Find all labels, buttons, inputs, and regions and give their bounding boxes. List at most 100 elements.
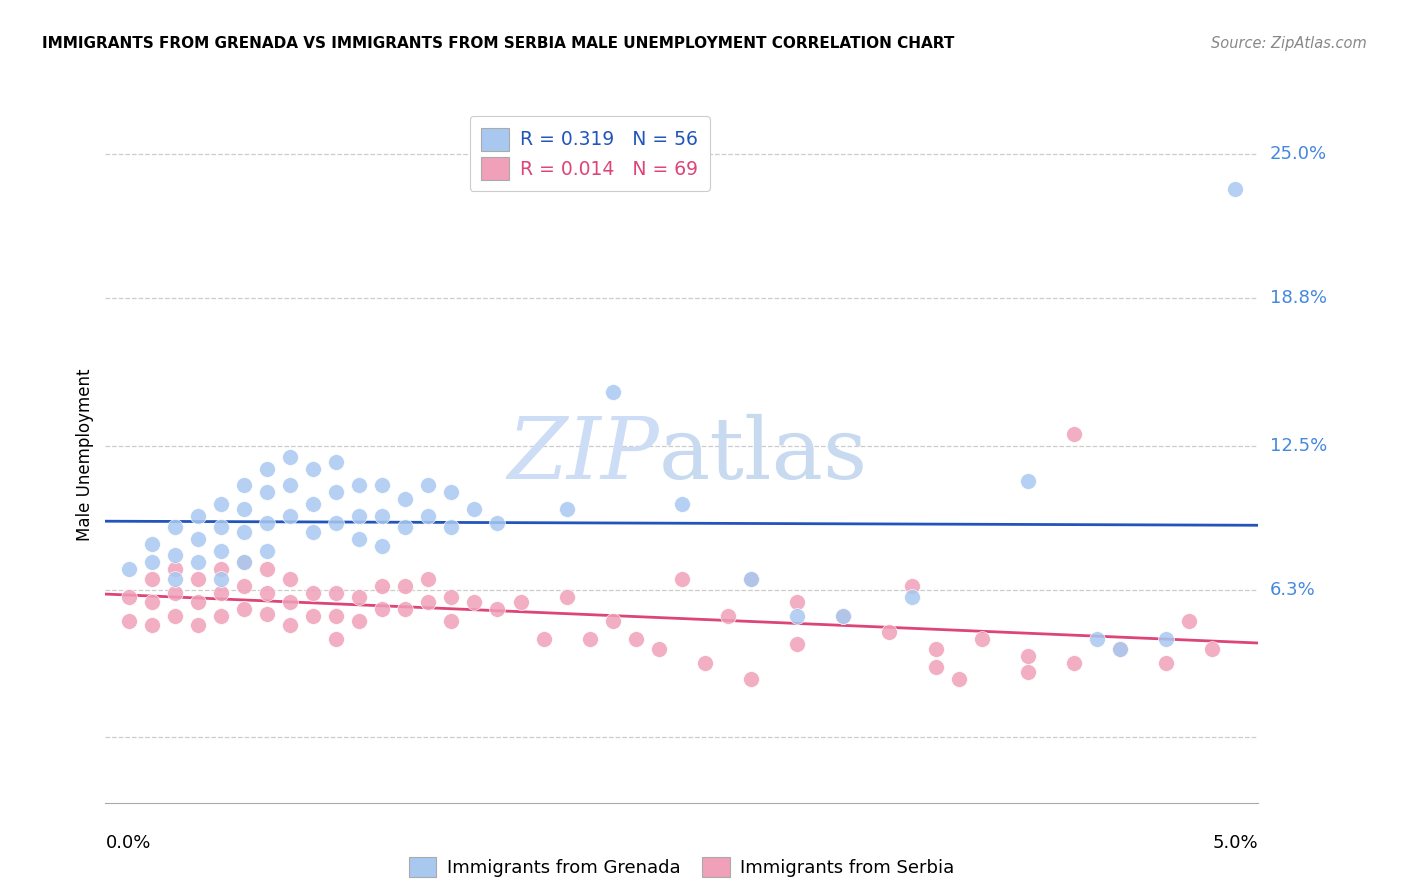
- Text: 6.3%: 6.3%: [1270, 582, 1316, 599]
- Point: [418, 572, 440, 586]
- Point: [117, 591, 139, 605]
- Point: [325, 455, 347, 469]
- Legend: Immigrants from Grenada, Immigrants from Serbia: Immigrants from Grenada, Immigrants from…: [402, 850, 962, 884]
- Point: [232, 501, 254, 516]
- Point: [163, 572, 186, 586]
- Point: [1017, 648, 1039, 663]
- Y-axis label: Male Unemployment: Male Unemployment: [76, 368, 94, 541]
- Point: [440, 614, 463, 628]
- Point: [256, 462, 278, 476]
- Point: [418, 508, 440, 523]
- Point: [187, 555, 209, 569]
- Text: 18.8%: 18.8%: [1270, 290, 1327, 308]
- Point: [740, 572, 762, 586]
- Point: [163, 609, 186, 624]
- Point: [325, 609, 347, 624]
- Point: [141, 536, 163, 550]
- Point: [347, 614, 370, 628]
- Point: [901, 591, 924, 605]
- Point: [486, 516, 509, 530]
- Point: [394, 602, 416, 616]
- Point: [187, 508, 209, 523]
- Text: ZIP: ZIP: [508, 414, 659, 496]
- Point: [347, 478, 370, 492]
- Point: [141, 572, 163, 586]
- Point: [209, 520, 232, 534]
- Point: [1109, 641, 1132, 656]
- Point: [418, 595, 440, 609]
- Point: [648, 641, 671, 656]
- Text: 12.5%: 12.5%: [1270, 436, 1327, 455]
- Point: [786, 595, 808, 609]
- Text: atlas: atlas: [659, 413, 868, 497]
- Point: [141, 618, 163, 632]
- Point: [786, 609, 808, 624]
- Point: [879, 625, 901, 640]
- Point: [256, 585, 278, 599]
- Point: [1109, 641, 1132, 656]
- Point: [463, 501, 485, 516]
- Point: [232, 579, 254, 593]
- Point: [141, 555, 163, 569]
- Point: [371, 478, 394, 492]
- Point: [1063, 656, 1085, 670]
- Point: [302, 609, 325, 624]
- Point: [278, 478, 301, 492]
- Point: [1154, 632, 1177, 647]
- Point: [232, 602, 254, 616]
- Point: [209, 609, 232, 624]
- Point: [463, 595, 485, 609]
- Point: [970, 632, 993, 647]
- Point: [209, 543, 232, 558]
- Point: [232, 555, 254, 569]
- Point: [1063, 426, 1085, 441]
- Point: [302, 524, 325, 539]
- Point: [832, 609, 855, 624]
- Point: [256, 607, 278, 621]
- Point: [347, 591, 370, 605]
- Text: 0.0%: 0.0%: [105, 834, 150, 852]
- Point: [163, 585, 186, 599]
- Point: [924, 660, 946, 674]
- Point: [624, 632, 647, 647]
- Point: [671, 572, 693, 586]
- Text: IMMIGRANTS FROM GRENADA VS IMMIGRANTS FROM SERBIA MALE UNEMPLOYMENT CORRELATION : IMMIGRANTS FROM GRENADA VS IMMIGRANTS FR…: [42, 36, 955, 51]
- Point: [555, 591, 578, 605]
- Point: [440, 520, 463, 534]
- Point: [693, 656, 716, 670]
- Point: [209, 585, 232, 599]
- Point: [209, 572, 232, 586]
- Point: [1017, 474, 1039, 488]
- Text: Source: ZipAtlas.com: Source: ZipAtlas.com: [1211, 36, 1367, 51]
- Point: [278, 595, 301, 609]
- Point: [325, 516, 347, 530]
- Point: [440, 591, 463, 605]
- Point: [509, 595, 531, 609]
- Text: 5.0%: 5.0%: [1213, 834, 1258, 852]
- Point: [533, 632, 555, 647]
- Point: [394, 520, 416, 534]
- Point: [325, 585, 347, 599]
- Point: [948, 672, 970, 686]
- Point: [187, 572, 209, 586]
- Point: [578, 632, 600, 647]
- Point: [486, 602, 509, 616]
- Point: [371, 508, 394, 523]
- Point: [371, 602, 394, 616]
- Point: [187, 618, 209, 632]
- Point: [256, 516, 278, 530]
- Point: [394, 579, 416, 593]
- Point: [371, 579, 394, 593]
- Point: [717, 609, 740, 624]
- Point: [1017, 665, 1039, 679]
- Point: [1225, 182, 1247, 196]
- Point: [347, 508, 370, 523]
- Point: [232, 524, 254, 539]
- Point: [232, 478, 254, 492]
- Point: [671, 497, 693, 511]
- Point: [901, 579, 924, 593]
- Point: [440, 485, 463, 500]
- Point: [278, 572, 301, 586]
- Point: [187, 532, 209, 546]
- Point: [371, 539, 394, 553]
